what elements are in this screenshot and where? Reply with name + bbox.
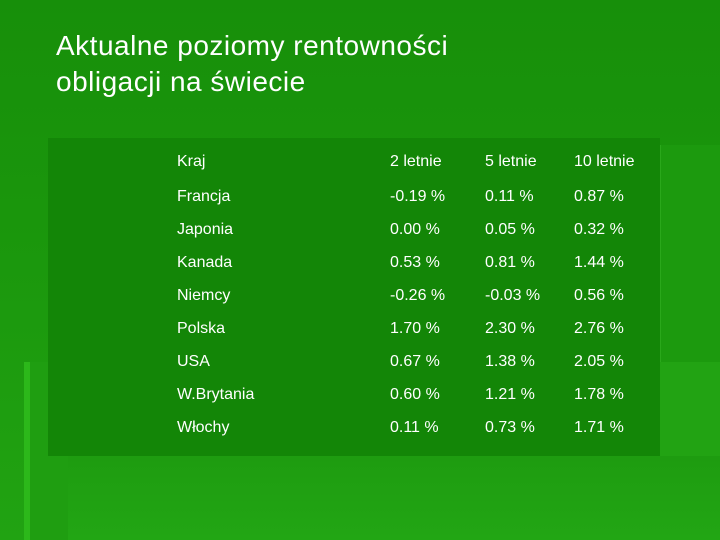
table-row: Francja -0.19 % 0.11 % 0.87 % bbox=[168, 180, 664, 213]
table-row: W.Brytania 0.60 % 1.21 % 1.78 % bbox=[168, 378, 664, 411]
cell-5-year: 0.05 % bbox=[485, 220, 535, 238]
cell-10-year: 0.87 % bbox=[574, 187, 624, 205]
cell-10-year: 0.56 % bbox=[574, 286, 624, 304]
table-row: Niemcy -0.26 % -0.03 % 0.56 % bbox=[168, 279, 664, 312]
table-row: USA 0.67 % 1.38 % 2.05 % bbox=[168, 345, 664, 378]
cell-10-year: 1.71 % bbox=[574, 418, 624, 436]
decorative-left-bar bbox=[24, 362, 30, 540]
decorative-bottom-block bbox=[68, 456, 720, 540]
cell-10-year: 1.44 % bbox=[574, 253, 624, 271]
cell-5-year: 1.21 % bbox=[485, 385, 535, 403]
cell-country: Polska bbox=[177, 319, 226, 337]
cell-country: W.Brytania bbox=[177, 385, 255, 403]
cell-5-year: 0.11 % bbox=[485, 187, 534, 205]
decorative-right-block bbox=[660, 145, 720, 362]
cell-country: Włochy bbox=[177, 418, 230, 436]
table-row: Polska 1.70 % 2.30 % 2.76 % bbox=[168, 312, 664, 345]
decorative-right-lower-block bbox=[660, 362, 720, 456]
table-row: Japonia 0.00 % 0.05 % 0.32 % bbox=[168, 213, 664, 246]
cell-10-year: 0.32 % bbox=[574, 220, 624, 238]
cell-5-year: 2.30 % bbox=[485, 319, 535, 337]
cell-2-year: -0.19 % bbox=[390, 187, 446, 205]
header-country: Kraj bbox=[177, 153, 206, 170]
cell-country: Niemcy bbox=[177, 286, 231, 304]
cell-2-year: 0.60 % bbox=[390, 385, 440, 403]
cell-country: Kanada bbox=[177, 253, 233, 271]
table-row: Kanada 0.53 % 0.81 % 1.44 % bbox=[168, 246, 664, 279]
header-5-year: 5 letnie bbox=[485, 153, 537, 170]
header-10-year: 10 letnie bbox=[574, 153, 635, 170]
slide-title-line-1: Aktualne poziomy rentowności bbox=[56, 30, 449, 61]
cell-2-year: 0.67 % bbox=[390, 352, 440, 370]
table-header-row: Kraj 2 letnie 5 letnie 10 letnie bbox=[168, 144, 664, 180]
cell-2-year: -0.26 % bbox=[390, 286, 446, 304]
cell-5-year: 1.38 % bbox=[485, 352, 535, 370]
cell-10-year: 2.76 % bbox=[574, 319, 624, 337]
cell-country: Francja bbox=[177, 187, 231, 205]
cell-5-year: 0.73 % bbox=[485, 418, 535, 436]
cell-5-year: 0.81 % bbox=[485, 253, 535, 271]
cell-2-year: 0.00 % bbox=[390, 220, 440, 238]
cell-country: USA bbox=[177, 352, 210, 370]
cell-2-year: 0.11 % bbox=[390, 418, 439, 436]
table-row: Włochy 0.11 % 0.73 % 1.71 % bbox=[168, 411, 664, 444]
cell-10-year: 1.78 % bbox=[574, 385, 624, 403]
cell-2-year: 0.53 % bbox=[390, 253, 440, 271]
cell-country: Japonia bbox=[177, 220, 234, 238]
header-2-year: 2 letnie bbox=[390, 153, 442, 170]
cell-10-year: 2.05 % bbox=[574, 352, 624, 370]
cell-2-year: 1.70 % bbox=[390, 319, 440, 337]
slide-title: Aktualne poziomy rentowności obligacji n… bbox=[56, 28, 616, 100]
table-panel bbox=[48, 138, 660, 456]
cell-5-year: -0.03 % bbox=[485, 286, 541, 304]
slide-title-line-2: obligacji na świecie bbox=[56, 66, 306, 97]
bond-yields-table: Kraj 2 letnie 5 letnie 10 letnie Francja… bbox=[168, 144, 664, 444]
